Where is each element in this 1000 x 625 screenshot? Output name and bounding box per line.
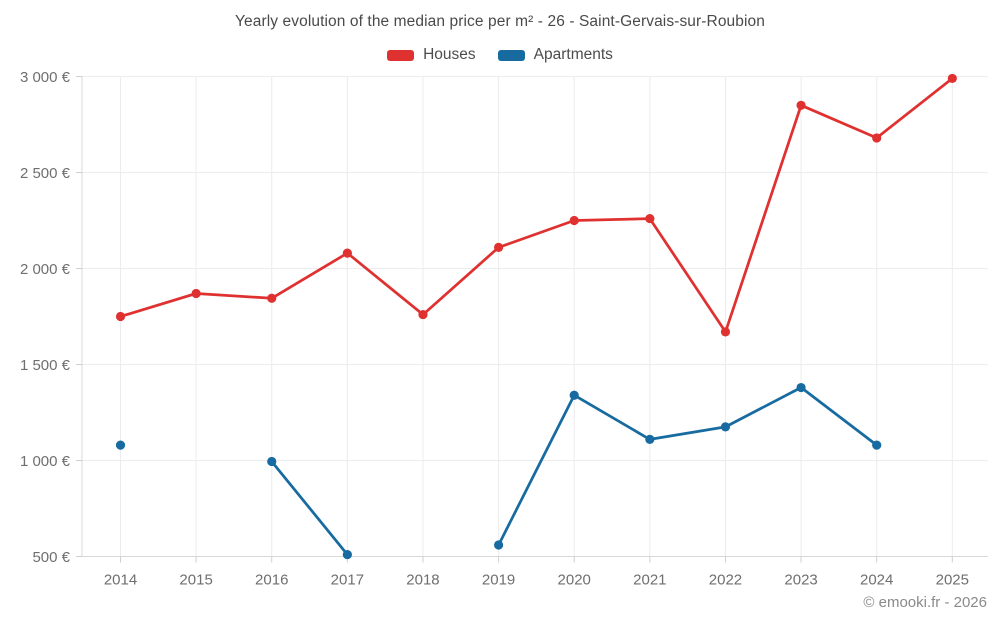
data-point-apartments-2020[interactable] xyxy=(569,390,579,400)
x-tick-label: 2023 xyxy=(784,572,817,589)
data-point-houses-2025[interactable] xyxy=(947,73,957,84)
data-point-houses-2024[interactable] xyxy=(872,133,882,143)
y-tick-label: 2 000 € xyxy=(20,261,71,278)
x-tick-label: 2020 xyxy=(558,572,591,589)
data-point-apartments-2024[interactable] xyxy=(872,440,882,450)
data-point-houses-2021[interactable] xyxy=(645,213,655,224)
x-tick-label: 2018 xyxy=(406,572,439,589)
data-point-apartments-2016[interactable] xyxy=(267,456,277,467)
data-point-apartments-2019[interactable] xyxy=(494,540,504,550)
data-point-houses-2017[interactable] xyxy=(342,248,352,258)
data-point-houses-2016[interactable] xyxy=(267,293,277,303)
y-tick-label: 1 500 € xyxy=(20,357,71,374)
series-line-apartments xyxy=(270,386,879,556)
x-tick-label: 2015 xyxy=(179,572,212,589)
data-point-houses-2022[interactable] xyxy=(720,327,731,337)
data-point-houses-2023[interactable] xyxy=(796,100,806,110)
x-tick-label: 2014 xyxy=(104,572,137,589)
copyright-credit: © emooki.fr - 2026 xyxy=(863,594,987,611)
data-point-houses-2019[interactable] xyxy=(494,242,504,252)
x-tick-label: 2021 xyxy=(633,572,666,589)
data-point-apartments-2017[interactable] xyxy=(342,549,352,560)
data-point-houses-2018[interactable] xyxy=(418,309,428,320)
y-tick-label: 3 000 € xyxy=(20,69,71,86)
houses-series-swatch-icon xyxy=(387,49,415,61)
x-tick-label: 2025 xyxy=(936,572,969,589)
y-tick-label: 2 500 € xyxy=(20,165,71,182)
data-point-apartments-2014[interactable] xyxy=(115,440,126,450)
data-point-houses-2015[interactable] xyxy=(191,288,201,299)
x-tick-label: 2022 xyxy=(709,572,742,589)
y-tick-label: 1 000 € xyxy=(20,453,71,470)
x-tick-label: 2017 xyxy=(331,572,364,589)
data-point-houses-2014[interactable] xyxy=(115,311,126,322)
data-point-apartments-2021[interactable] xyxy=(645,434,655,444)
apartments-series-swatch-icon xyxy=(497,49,525,61)
series-line-houses xyxy=(119,77,954,334)
chart-legend: Houses Apartments xyxy=(0,46,1000,64)
x-tick-label: 2019 xyxy=(482,572,515,589)
y-tick-label: 500 € xyxy=(32,549,70,566)
legend-label-houses: Houses xyxy=(423,46,476,63)
data-point-apartments-2023[interactable] xyxy=(796,382,806,393)
x-tick-label: 2024 xyxy=(860,572,893,589)
data-point-apartments-2022[interactable] xyxy=(720,422,731,432)
legend-item-houses[interactable]: Houses xyxy=(387,46,476,64)
legend-item-apartments[interactable]: Apartments xyxy=(497,46,613,64)
x-tick-label: 2016 xyxy=(255,572,288,589)
chart-title: Yearly evolution of the median price per… xyxy=(235,13,765,30)
data-point-houses-2020[interactable] xyxy=(569,215,579,226)
legend-label-apartments: Apartments xyxy=(533,46,613,63)
